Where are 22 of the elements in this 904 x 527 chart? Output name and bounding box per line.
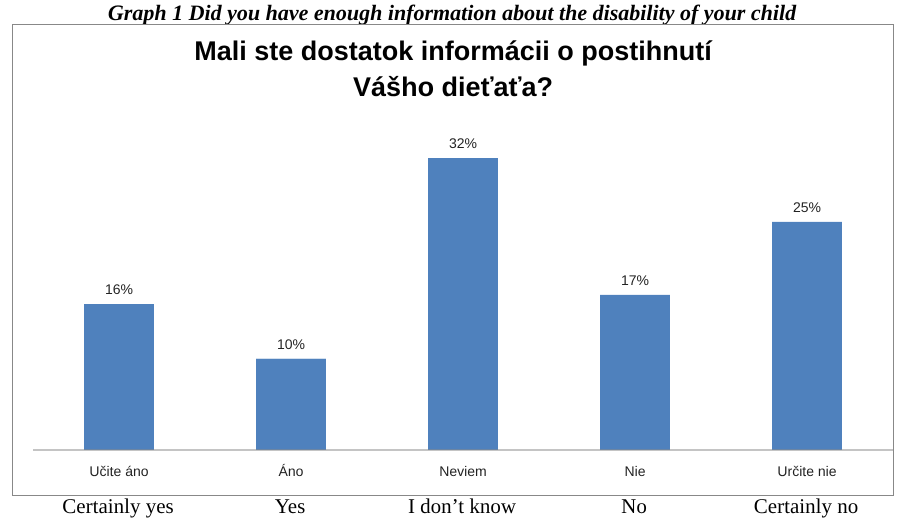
bar — [84, 304, 154, 450]
data-label: 32% — [448, 135, 478, 151]
data-label: 10% — [276, 336, 306, 352]
text: Yes — [274, 494, 306, 519]
text: Certainly yes — [61, 494, 175, 519]
data-label: 17% — [620, 272, 650, 288]
text: No — [620, 494, 648, 519]
bar — [772, 222, 842, 450]
text: I don’t know — [406, 494, 518, 519]
text: Certainly no — [752, 494, 860, 519]
caption: Graph 1 Did you have enough information about the disability of your child — [106, 0, 798, 26]
bar — [256, 358, 326, 450]
x-tick-label: Neviem — [439, 462, 487, 479]
bar — [428, 158, 498, 450]
data-label: 25% — [792, 198, 822, 215]
x-tick-label: Nie — [624, 462, 646, 479]
x-tick-label: Áno — [278, 462, 304, 479]
bar — [600, 294, 670, 450]
chart-title: Mali ste dostatok informácii o postihnutí Vášho dieťaťa? — [193, 35, 714, 104]
data-label: 16% — [104, 281, 134, 297]
x-tick-label: Určite nie — [777, 462, 837, 479]
x-tick-label: Učite áno — [89, 462, 149, 479]
